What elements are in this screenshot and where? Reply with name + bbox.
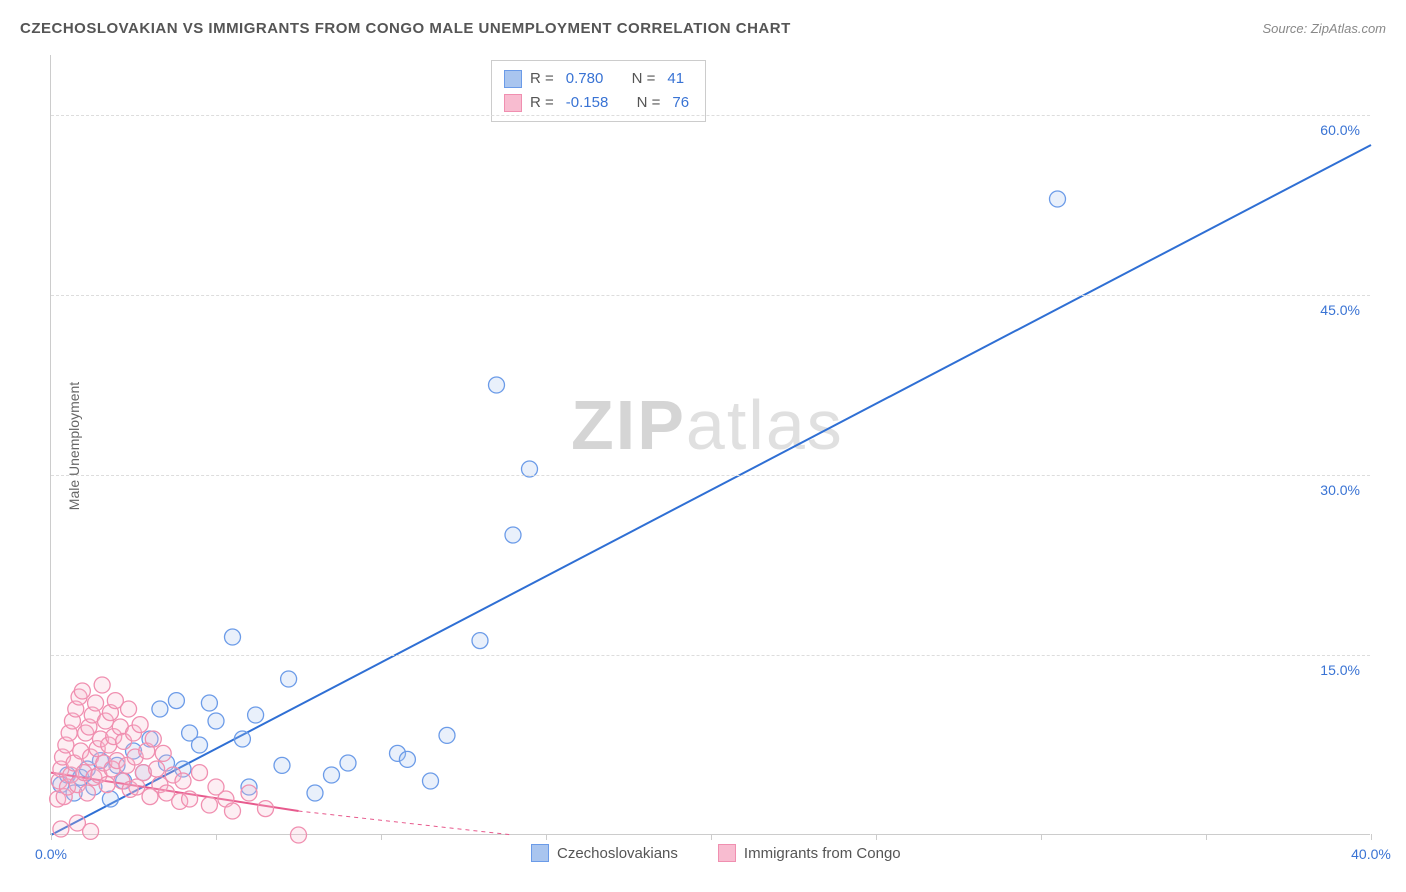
scatter-point — [291, 827, 307, 843]
scatter-point — [324, 767, 340, 783]
scatter-point — [132, 717, 148, 733]
scatter-point — [201, 695, 217, 711]
scatter-point — [192, 737, 208, 753]
scatter-point — [83, 823, 99, 839]
scatter-point — [102, 791, 118, 807]
x-tick — [381, 834, 382, 840]
scatter-point — [241, 785, 257, 801]
scatter-point — [53, 821, 69, 837]
legend-bottom: Czechoslovakians Immigrants from Congo — [531, 844, 901, 862]
scatter-point — [149, 761, 165, 777]
stats-n-value: 41 — [667, 67, 684, 91]
x-tick — [51, 834, 52, 840]
trend-line — [51, 145, 1371, 835]
x-tick-label: 40.0% — [1351, 846, 1391, 862]
scatter-point — [399, 751, 415, 767]
y-tick-label: 30.0% — [1320, 482, 1360, 498]
stats-r-label: R = — [530, 67, 554, 91]
scatter-point — [307, 785, 323, 801]
x-tick — [1371, 834, 1372, 840]
scatter-point — [423, 773, 439, 789]
legend-swatch — [718, 844, 736, 862]
legend-swatch — [504, 70, 522, 88]
stats-r-value: 0.780 — [566, 67, 604, 91]
stats-row: R = 0.780 N = 41 — [504, 67, 693, 91]
scatter-point — [201, 797, 217, 813]
scatter-point — [155, 745, 171, 761]
y-tick-label: 15.0% — [1320, 662, 1360, 678]
source-attribution: Source: ZipAtlas.com — [1262, 21, 1386, 36]
scatter-point — [225, 803, 241, 819]
stats-n-label: N = — [637, 91, 661, 115]
x-tick — [546, 834, 547, 840]
scatter-point — [248, 707, 264, 723]
legend-label: Immigrants from Congo — [744, 845, 901, 862]
stats-row: R = -0.158 N = 76 — [504, 91, 693, 115]
scatter-point — [145, 731, 161, 747]
correlation-stats-box: R =0.780 N =41R =-0.158 N =76 — [491, 60, 706, 122]
stats-r-value: -0.158 — [566, 91, 609, 115]
scatter-point — [472, 633, 488, 649]
scatter-point — [79, 785, 95, 801]
scatter-point — [208, 713, 224, 729]
trend-line-dashed — [299, 811, 514, 835]
scatter-point — [281, 671, 297, 687]
x-tick — [711, 834, 712, 840]
scatter-point — [152, 701, 168, 717]
legend-item: Czechoslovakians — [531, 844, 678, 862]
scatter-point — [168, 693, 184, 709]
x-tick-label: 0.0% — [35, 846, 67, 862]
chart-header: CZECHOSLOVAKIAN VS IMMIGRANTS FROM CONGO… — [20, 20, 1386, 37]
scatter-point — [258, 801, 274, 817]
legend-swatch — [504, 94, 522, 112]
legend-item: Immigrants from Congo — [718, 844, 901, 862]
scatter-point — [340, 755, 356, 771]
scatter-point — [234, 731, 250, 747]
scatter-point — [505, 527, 521, 543]
chart-title: CZECHOSLOVAKIAN VS IMMIGRANTS FROM CONGO… — [20, 20, 791, 37]
scatter-point — [1050, 191, 1066, 207]
y-tick-label: 45.0% — [1320, 302, 1360, 318]
scatter-point — [94, 677, 110, 693]
y-tick-label: 60.0% — [1320, 122, 1360, 138]
x-tick — [216, 834, 217, 840]
scatter-point — [99, 777, 115, 793]
legend-swatch — [531, 844, 549, 862]
scatter-point — [274, 757, 290, 773]
gridline-h — [51, 655, 1370, 656]
x-tick — [1206, 834, 1207, 840]
scatter-point — [74, 683, 90, 699]
gridline-h — [51, 295, 1370, 296]
stats-n-label: N = — [632, 67, 656, 91]
scatter-point — [88, 695, 104, 711]
scatter-point — [225, 629, 241, 645]
scatter-point — [175, 773, 191, 789]
scatter-point — [192, 765, 208, 781]
scatter-plot-svg — [51, 55, 1370, 834]
x-tick — [1041, 834, 1042, 840]
scatter-point — [439, 727, 455, 743]
gridline-h — [51, 115, 1370, 116]
scatter-point — [121, 701, 137, 717]
gridline-h — [51, 475, 1370, 476]
chart-plot-area: ZIPatlas R =0.780 N =41R =-0.158 N =76 C… — [50, 55, 1370, 835]
scatter-point — [182, 791, 198, 807]
legend-label: Czechoslovakians — [557, 845, 678, 862]
scatter-point — [489, 377, 505, 393]
x-tick — [876, 834, 877, 840]
stats-r-label: R = — [530, 91, 554, 115]
stats-n-value: 76 — [672, 91, 689, 115]
